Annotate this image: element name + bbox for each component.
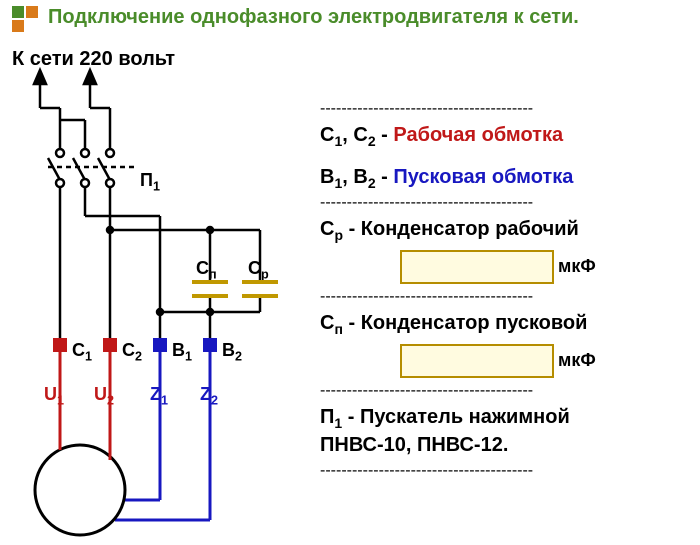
terminal-c1 <box>53 338 67 352</box>
terminal-b2 <box>203 338 217 352</box>
schematic-svg <box>0 0 700 545</box>
terminal-c2 <box>103 338 117 352</box>
terminal-b1 <box>153 338 167 352</box>
